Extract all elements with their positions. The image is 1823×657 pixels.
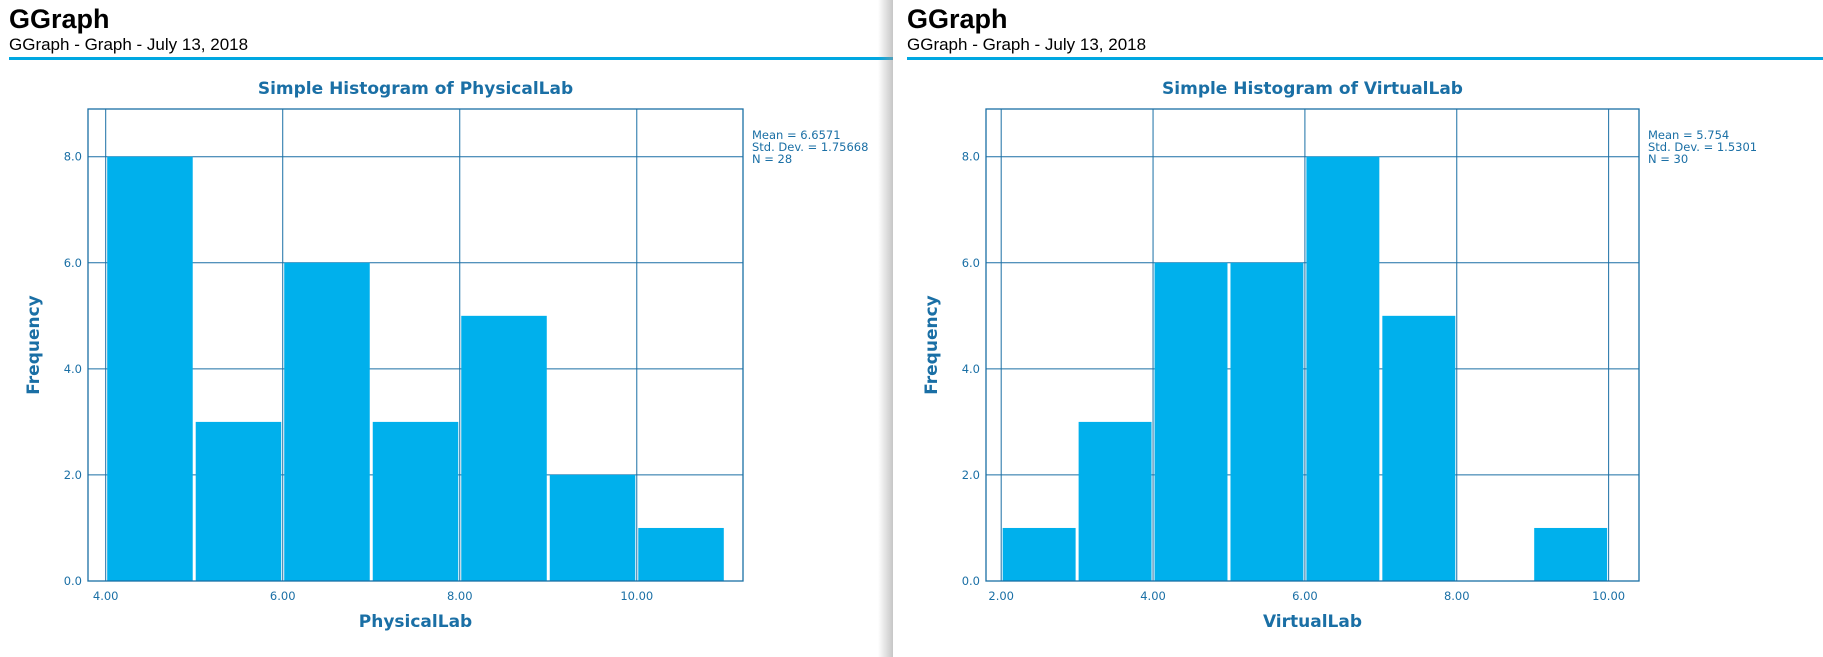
histogram-bar xyxy=(195,421,282,581)
y-axis-label: Frequency xyxy=(922,295,942,395)
y-tick-label: 2.0 xyxy=(962,468,980,482)
plot-frame xyxy=(87,108,744,582)
stats-line: N = 28 xyxy=(752,152,792,166)
histogram-bar xyxy=(638,527,724,581)
x-tick-label: 8.00 xyxy=(1444,589,1470,603)
page-subtitle: GGraph - Graph - July 13, 2018 xyxy=(907,35,1147,54)
y-tick-label: 4.0 xyxy=(962,362,980,376)
stats-line: Mean = 5.754 xyxy=(1648,128,1729,142)
y-tick-label: 0.0 xyxy=(64,574,82,588)
x-tick-label: 2.00 xyxy=(988,589,1014,603)
stats-line: Std. Dev. = 1.75668 xyxy=(752,140,868,154)
x-tick-label: 10.00 xyxy=(620,589,653,603)
stats-line: Mean = 6.6571 xyxy=(752,128,841,142)
histogram-bar xyxy=(372,421,459,581)
page-divider-shadow xyxy=(878,0,896,657)
chart-title: Simple Histogram of VirtualLab xyxy=(1162,79,1463,99)
x-tick-label: 6.00 xyxy=(270,589,296,603)
histogram-bar xyxy=(284,262,370,581)
header-rule xyxy=(907,57,1823,60)
histogram-bar xyxy=(461,315,547,581)
y-tick-label: 0.0 xyxy=(962,574,980,588)
plot-frame xyxy=(985,108,1640,582)
x-tick-label: 6.00 xyxy=(1292,589,1318,603)
histogram-bar xyxy=(1306,156,1380,581)
histogram-bar xyxy=(1534,527,1608,581)
histogram-bar xyxy=(549,474,636,581)
histogram-bar xyxy=(1230,262,1304,581)
page-subtitle: GGraph - Graph - July 13, 2018 xyxy=(9,35,249,54)
x-tick-label: 8.00 xyxy=(447,589,473,603)
page-title: GGraph xyxy=(9,4,110,34)
histogram-bar xyxy=(107,156,193,581)
x-axis-label: VirtualLab xyxy=(1263,612,1362,632)
y-axis-label: Frequency xyxy=(24,295,44,395)
page-title: GGraph xyxy=(907,4,1008,34)
y-tick-label: 4.0 xyxy=(64,362,82,376)
y-tick-label: 6.0 xyxy=(962,256,980,270)
histogram-bar xyxy=(1078,421,1152,581)
y-tick-label: 8.0 xyxy=(962,150,980,164)
header-rule xyxy=(9,57,893,60)
x-axis-label: PhysicalLab xyxy=(359,612,472,632)
x-tick-label: 4.00 xyxy=(93,589,119,603)
y-tick-label: 6.0 xyxy=(64,256,82,270)
stats-line: N = 30 xyxy=(1648,152,1688,166)
y-tick-label: 8.0 xyxy=(64,150,82,164)
stats-line: Std. Dev. = 1.5301 xyxy=(1648,140,1757,154)
chart-title: Simple Histogram of PhysicalLab xyxy=(258,79,573,99)
x-tick-label: 10.00 xyxy=(1592,589,1625,603)
x-tick-label: 4.00 xyxy=(1140,589,1166,603)
histogram-bar xyxy=(1154,262,1228,581)
histogram-bar xyxy=(1382,315,1456,581)
y-tick-label: 2.0 xyxy=(64,468,82,482)
histogram-bar xyxy=(1002,527,1076,581)
